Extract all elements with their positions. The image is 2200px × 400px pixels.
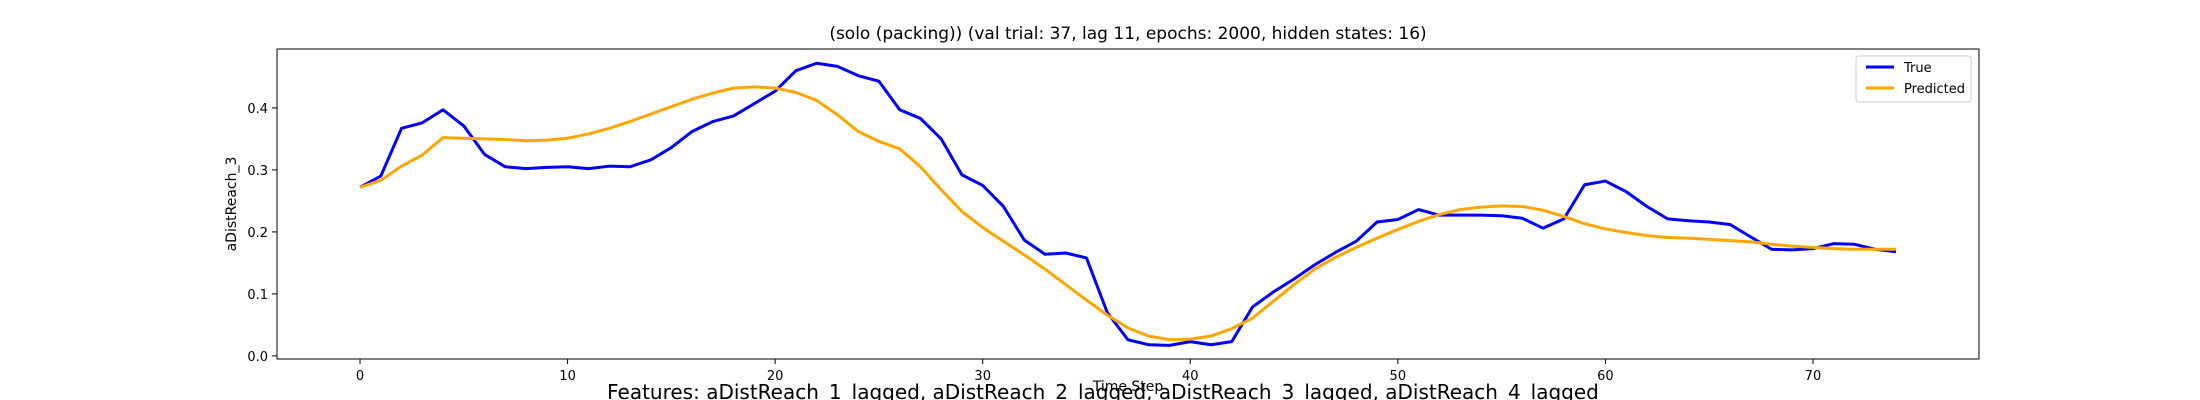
- x-tick-label: 70: [1805, 369, 1822, 384]
- x-tick-label: 10: [559, 369, 576, 384]
- legend-label-true: True: [1903, 61, 1932, 76]
- legend-label-predicted: Predicted: [1904, 82, 1965, 97]
- y-axis-label: aDistReach_3: [224, 157, 240, 252]
- legend: True Predicted: [1856, 56, 1971, 102]
- features-footer: Features: aDistReach_1_lagged, aDistReac…: [607, 380, 1599, 400]
- x-tick-label: 0: [356, 369, 364, 384]
- chart-title: (solo (packing)) (val trial: 37, lag 11,…: [829, 24, 1426, 44]
- y-tick-label: 0.2: [247, 226, 268, 241]
- x-tick-label: 60: [1597, 369, 1614, 384]
- y-tick-label: 0.4: [247, 102, 268, 117]
- y-tick-label: 0.3: [247, 164, 268, 179]
- y-tick-label: 0.1: [247, 288, 268, 303]
- y-tick-label: 0.0: [247, 350, 268, 365]
